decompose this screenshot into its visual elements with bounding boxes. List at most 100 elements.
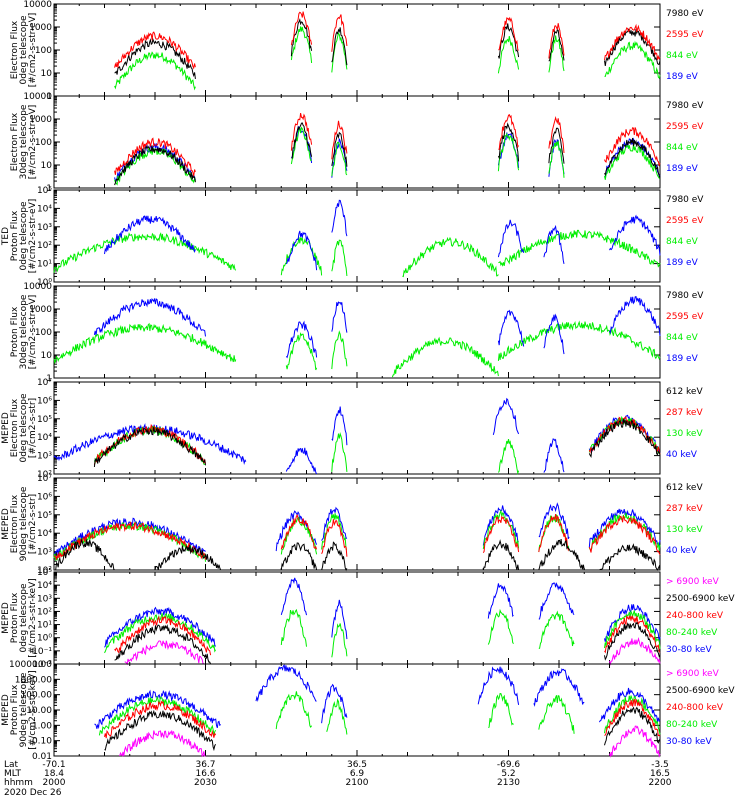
y-tick-label: 10⁷ (37, 378, 52, 388)
series-trace-segment (538, 514, 570, 553)
y-tick-label: 10⁴ (37, 581, 52, 591)
y-axis-label-line: MEPED (1, 508, 11, 540)
series-trace-segment (331, 301, 348, 333)
series-trace-segment (498, 113, 520, 150)
series-trace-segment (498, 229, 661, 268)
legend-entry: 844 eV (666, 333, 699, 343)
series-trace-segment (285, 447, 318, 475)
series-trace-segment (487, 583, 514, 619)
series-trace-segment (331, 141, 348, 177)
series-blue (114, 125, 661, 182)
y-tick-label: 1 (46, 184, 52, 194)
series-trace-segment (543, 313, 565, 355)
y-tick-label: 10⁶ (37, 396, 52, 406)
y-axis-label-line: MEPED (1, 602, 11, 634)
y-tick-label: 10⁴ (37, 204, 52, 214)
series-trace-segment (280, 514, 318, 550)
legend-entry: > 6900 keV (666, 577, 720, 587)
y-tick-label: 10³ (37, 452, 52, 462)
y-tick-label: 10 (41, 69, 53, 79)
series-black (114, 122, 661, 186)
series-trace-segment (588, 515, 661, 555)
series-black (93, 419, 661, 468)
time-axis-value: 36.5 (347, 760, 367, 770)
y-tick-label: 10³ (37, 223, 52, 233)
y-tick-label: 10³ (37, 548, 52, 558)
time-axis-value: -70.1 (42, 760, 65, 770)
y-tick-label: 100 (35, 138, 52, 148)
y-tick-label: 1000 (29, 23, 52, 33)
panel-frame (53, 3, 661, 97)
series-trace-segment (543, 438, 565, 473)
y-tick-label: 10⁵ (37, 186, 52, 196)
time-axis-value: 18.4 (44, 769, 64, 779)
series-trace-segment (497, 132, 520, 172)
series-trace-segment (93, 426, 206, 468)
legend-entry: 844 eV (666, 237, 699, 247)
series-green (53, 320, 661, 378)
series-trace-segment (280, 237, 323, 276)
y-tick-label: 1000.00 (15, 675, 52, 685)
series-trace-segment (290, 126, 312, 165)
series-trace-segment (604, 621, 661, 661)
legend-entry: 80-240 keV (666, 720, 718, 730)
series-trace-segment (497, 122, 520, 162)
y-tick-label: 1000 (29, 115, 52, 125)
series-magenta (124, 636, 661, 666)
series-trace-segment (280, 608, 307, 647)
legend-entry: 189 eV (666, 354, 699, 364)
series-trace-segment (114, 615, 212, 656)
y-axis-label-line: Electron Flux (10, 20, 20, 79)
series-trace-segment (114, 51, 196, 91)
series-trace-segment (114, 37, 196, 79)
series-trace-segment (104, 215, 196, 255)
y-tick-label: 10⁷ (37, 474, 52, 484)
series-trace-segment (331, 406, 348, 446)
legend-entry: 2500-6900 keV (666, 686, 735, 696)
time-axis-value: 2200 (649, 778, 672, 788)
y-axis-label-line: 0deg telescope (19, 583, 29, 653)
time-axis-value: -69.6 (497, 760, 521, 770)
series-trace-segment (604, 40, 661, 80)
legend-entry: 7980 eV (666, 195, 704, 205)
legend-entry: 80-240 keV (666, 628, 718, 638)
series-trace-segment (538, 514, 570, 552)
series-trace-segment (543, 224, 565, 265)
series-blue (53, 397, 661, 475)
legend-entry: 7980 eV (666, 101, 704, 111)
time-axis-row-label: MLT (4, 769, 22, 779)
series-green (98, 691, 661, 736)
y-tick-label: 10⁴ (37, 529, 52, 539)
panel-frame (53, 95, 661, 189)
series-trace-segment (331, 431, 348, 472)
y-tick-label: 0.01 (32, 752, 52, 762)
y-axis-label-line: [#/cm2-s-str-eV] (28, 105, 38, 180)
series-black (54, 538, 661, 572)
legend-entry: 40 keV (666, 450, 698, 460)
series-trace-segment (538, 695, 575, 734)
series-green (53, 229, 661, 278)
y-axis-label-line: [#/cm2-s-str-eV] (28, 13, 38, 88)
series-trace-segment (598, 687, 661, 723)
series-trace-segment (104, 606, 217, 648)
series-trace-segment (331, 27, 348, 66)
series-trace-segment (538, 610, 575, 649)
legend-entry: 30-80 keV (666, 737, 712, 747)
legend-entry: 844 eV (666, 143, 699, 153)
series-trace-segment (331, 199, 348, 237)
legend-entry: 30-80 keV (666, 645, 712, 655)
series-trace-segment (114, 624, 212, 665)
time-axis-value: 16.5 (650, 769, 670, 779)
series-trace-segment (492, 397, 520, 436)
series-trace-segment (402, 236, 499, 278)
y-axis-label-line: TED (1, 227, 11, 246)
series-trace-segment (93, 297, 206, 337)
series-trace-segment (326, 698, 348, 735)
legend-entry: 240-800 keV (666, 611, 724, 621)
y-tick-label: 10⁻¹ (32, 647, 52, 657)
legend-entry: 240-800 keV (666, 703, 724, 713)
legend-entry: 844 eV (666, 51, 699, 61)
